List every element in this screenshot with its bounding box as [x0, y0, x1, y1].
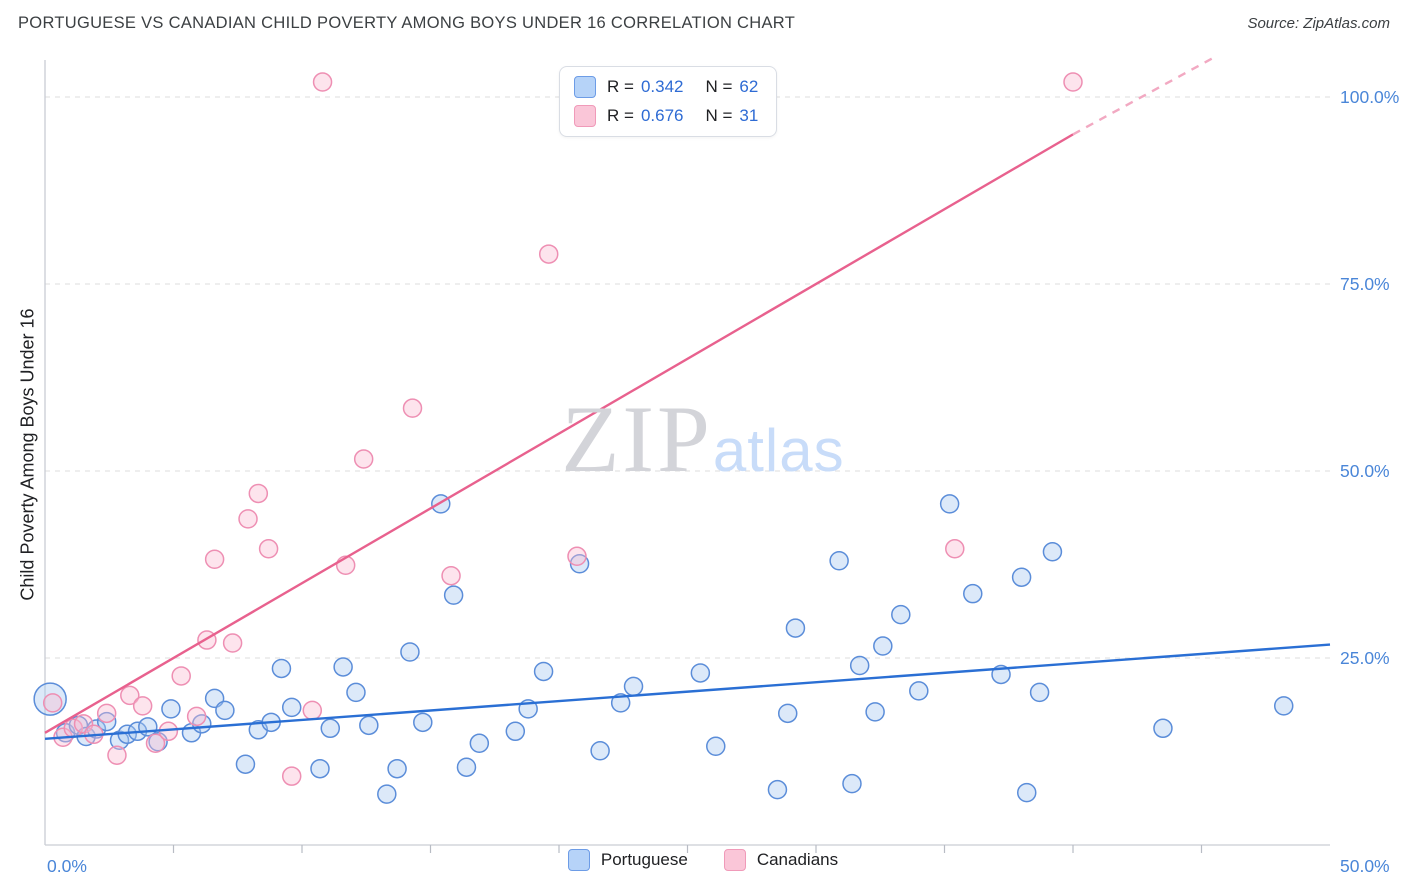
- svg-text:25.0%: 25.0%: [1340, 648, 1390, 668]
- legend-label-portuguese: Portuguese: [600, 850, 688, 869]
- canadians-swatch-icon: [574, 105, 596, 127]
- correlation-legend: R = 0.342 N = 62 R = 0.676 N = 31: [559, 66, 778, 137]
- r-value: 0.676: [640, 106, 684, 125]
- svg-text:0.0%: 0.0%: [47, 856, 87, 876]
- legend-row-portuguese: R = 0.342 N = 62: [574, 76, 758, 98]
- source-credit-link[interactable]: Source: ZipAtlas.com: [1247, 15, 1390, 32]
- svg-text:75.0%: 75.0%: [1340, 274, 1390, 294]
- r-label: R =: [607, 77, 634, 96]
- canadians-swatch-icon: [723, 849, 746, 871]
- n-label: N =: [705, 77, 733, 96]
- n-value: 62: [739, 77, 759, 96]
- y-axis-title: Child Poverty Among Boys Under 16: [17, 308, 38, 601]
- legend-item-portuguese: Portuguese: [567, 849, 688, 871]
- r-label: R =: [607, 106, 634, 125]
- bottom-legend: Portuguese Canadians: [0, 849, 1406, 871]
- legend-item-canadians: Canadians: [723, 849, 839, 871]
- svg-text:100.0%: 100.0%: [1340, 87, 1399, 107]
- legend-row-canadians: R = 0.676 N = 31: [574, 105, 758, 127]
- portuguese-swatch-icon: [574, 76, 596, 98]
- chart-title: PORTUGUESE VS CANADIAN CHILD POVERTY AMO…: [18, 14, 796, 32]
- svg-text:50.0%: 50.0%: [1340, 461, 1390, 481]
- legend-label-canadians: Canadians: [756, 850, 839, 869]
- portuguese-swatch-icon: [567, 849, 590, 871]
- n-label: N =: [705, 106, 733, 125]
- r-value: 0.342: [640, 77, 684, 96]
- svg-text:50.0%: 50.0%: [1340, 856, 1390, 876]
- n-value: 31: [739, 106, 759, 125]
